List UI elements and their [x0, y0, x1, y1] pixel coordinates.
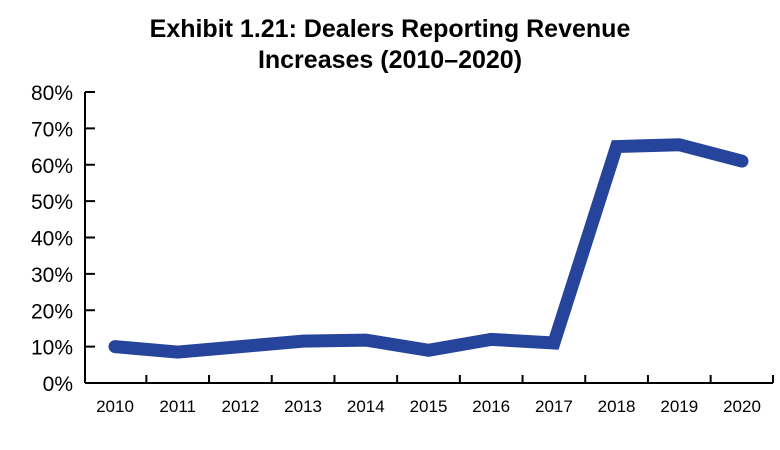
x-tick-label: 2012 [221, 397, 259, 416]
data-point [114, 346, 116, 348]
data-point [678, 144, 680, 146]
y-tick-label: 0% [43, 373, 73, 396]
x-tick-label: 2017 [535, 397, 573, 416]
data-point [302, 340, 304, 342]
x-axis-ticks: 2010 2011 2012 2013 2014 2015 2016 2017 2018 2019… [96, 375, 774, 416]
y-tick-label: 80% [31, 82, 73, 105]
data-point [553, 342, 555, 344]
y-axis-ticks: 0% 10% 20% 30% 40% 50% 60% 70% 80% [31, 82, 95, 396]
x-tick-label: 2010 [96, 397, 134, 416]
data-point [239, 346, 241, 348]
data-point [741, 160, 743, 162]
x-tick-label: 2015 [410, 397, 448, 416]
x-tick-label: 2016 [472, 397, 510, 416]
y-tick-label: 20% [31, 300, 73, 323]
axes [84, 92, 773, 384]
y-tick-label: 10% [31, 337, 73, 360]
chart-title: Exhibit 1.21: Dealers Reporting Revenue … [0, 14, 780, 76]
x-tick-label: 2018 [598, 397, 636, 416]
y-tick-label: 70% [31, 118, 73, 141]
data-point [177, 351, 179, 353]
data-point [616, 146, 618, 148]
x-tick-label: 2020 [723, 397, 761, 416]
x-tick-label: 2013 [284, 397, 322, 416]
x-tick-label: 2019 [660, 397, 698, 416]
x-tick-label: 2014 [347, 397, 385, 416]
series-group [108, 138, 749, 359]
y-tick-label: 60% [31, 155, 73, 178]
chart-title-line-1: Exhibit 1.21: Dealers Reporting Revenue [149, 15, 631, 43]
data-point [365, 339, 367, 341]
y-tick-label: 50% [31, 191, 73, 214]
y-tick-label: 30% [31, 264, 73, 287]
data-point [428, 349, 429, 351]
chart-title-line-2: Increases (2010–2020) [257, 46, 523, 74]
series-line [108, 138, 749, 359]
x-tick-label: 2011 [159, 397, 196, 416]
data-point [490, 338, 492, 340]
y-tick-label: 40% [31, 228, 73, 251]
